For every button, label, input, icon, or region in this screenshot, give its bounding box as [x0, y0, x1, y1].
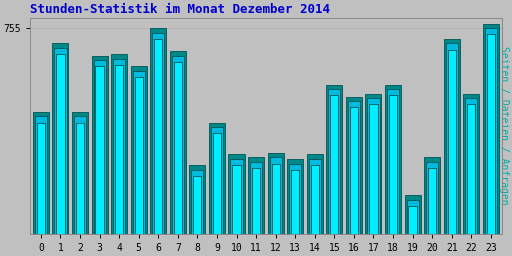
Bar: [465, 98, 477, 256]
Bar: [228, 154, 245, 256]
Bar: [35, 116, 47, 256]
Bar: [113, 59, 125, 256]
Bar: [154, 39, 162, 256]
Bar: [230, 159, 243, 256]
Bar: [150, 28, 166, 256]
Bar: [252, 168, 260, 256]
Bar: [350, 107, 358, 256]
Y-axis label: Seiten / Dateien / Anfragen: Seiten / Dateien / Anfragen: [499, 46, 508, 205]
Bar: [268, 153, 284, 256]
Bar: [94, 60, 105, 256]
Bar: [389, 95, 397, 256]
Bar: [111, 54, 127, 256]
Bar: [463, 94, 479, 256]
Bar: [485, 28, 497, 256]
Bar: [385, 84, 401, 256]
Bar: [487, 34, 495, 256]
Bar: [248, 157, 264, 256]
Bar: [56, 54, 65, 256]
Bar: [407, 200, 419, 256]
Bar: [348, 101, 360, 256]
Bar: [467, 104, 475, 256]
Bar: [444, 39, 460, 256]
Bar: [287, 159, 303, 256]
Bar: [424, 157, 440, 256]
Bar: [428, 168, 436, 256]
Bar: [211, 127, 223, 256]
Bar: [366, 94, 381, 256]
Bar: [135, 77, 143, 256]
Bar: [328, 89, 340, 256]
Bar: [191, 170, 203, 256]
Bar: [152, 33, 164, 256]
Bar: [330, 95, 338, 256]
Bar: [209, 123, 225, 256]
Bar: [189, 165, 205, 256]
Bar: [74, 116, 86, 256]
Bar: [92, 56, 108, 256]
Bar: [426, 162, 438, 256]
Bar: [270, 157, 282, 256]
Bar: [369, 104, 377, 256]
Bar: [404, 196, 420, 256]
Bar: [483, 24, 499, 256]
Bar: [95, 66, 104, 256]
Bar: [368, 98, 379, 256]
Bar: [76, 123, 84, 256]
Bar: [213, 133, 221, 256]
Bar: [133, 71, 145, 256]
Bar: [387, 89, 399, 256]
Bar: [346, 97, 362, 256]
Bar: [54, 48, 67, 256]
Bar: [250, 162, 262, 256]
Bar: [52, 44, 69, 256]
Bar: [37, 123, 45, 256]
Bar: [307, 154, 323, 256]
Bar: [172, 56, 184, 256]
Bar: [170, 51, 186, 256]
Bar: [291, 170, 300, 256]
Bar: [115, 65, 123, 256]
Bar: [131, 66, 147, 256]
Bar: [271, 164, 280, 256]
Bar: [72, 112, 88, 256]
Bar: [289, 164, 301, 256]
Bar: [193, 176, 202, 256]
Bar: [447, 50, 456, 256]
Bar: [309, 159, 321, 256]
Bar: [33, 112, 49, 256]
Bar: [445, 44, 458, 256]
Text: Stunden-Statistik im Monat Dezember 2014: Stunden-Statistik im Monat Dezember 2014: [30, 4, 330, 16]
Bar: [232, 165, 241, 256]
Bar: [326, 84, 343, 256]
Bar: [174, 62, 182, 256]
Bar: [311, 165, 319, 256]
Bar: [409, 206, 417, 256]
